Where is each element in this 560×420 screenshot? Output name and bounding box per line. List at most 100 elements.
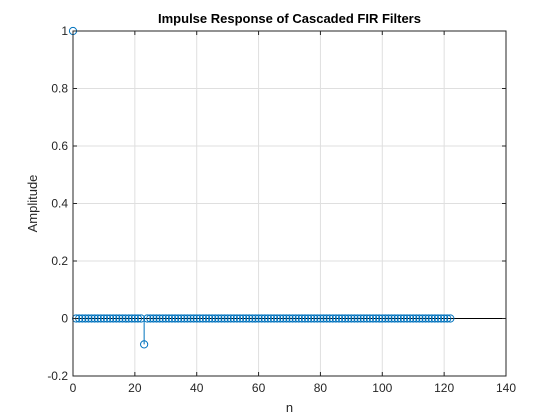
stem-marker bbox=[242, 314, 251, 323]
stem-marker bbox=[130, 314, 139, 323]
stem-marker bbox=[251, 314, 260, 323]
y-tick-label: 0.2 bbox=[51, 254, 68, 268]
stem-marker bbox=[201, 314, 211, 323]
stem-marker bbox=[266, 314, 276, 323]
stem-marker bbox=[319, 314, 328, 323]
stem-marker bbox=[384, 314, 393, 323]
y-tick-label: 0.8 bbox=[51, 82, 68, 96]
stem-marker bbox=[84, 314, 93, 323]
stem-marker bbox=[375, 314, 384, 323]
stem-marker bbox=[368, 314, 378, 323]
stem-marker bbox=[418, 314, 427, 323]
stem-marker bbox=[406, 314, 415, 323]
stem-marker bbox=[93, 314, 102, 323]
stem-marker bbox=[239, 314, 248, 323]
stem-marker bbox=[112, 314, 121, 323]
stem-marker bbox=[288, 314, 297, 323]
stem-marker bbox=[269, 314, 279, 323]
stem-marker bbox=[124, 314, 133, 323]
stem-marker bbox=[359, 314, 368, 323]
stem-marker bbox=[430, 314, 439, 323]
stem-marker bbox=[436, 314, 446, 323]
stem-marker bbox=[285, 314, 294, 323]
stem-marker bbox=[300, 314, 310, 323]
stem-marker bbox=[350, 314, 359, 323]
stem-marker bbox=[421, 314, 430, 323]
stem-marker bbox=[211, 314, 220, 323]
stem-marker bbox=[362, 314, 371, 323]
stem-marker bbox=[195, 314, 204, 323]
stem-marker bbox=[217, 314, 226, 323]
stem-marker bbox=[396, 314, 405, 323]
stem-marker bbox=[245, 314, 254, 323]
stem-marker bbox=[409, 314, 418, 323]
stem-marker bbox=[208, 314, 217, 323]
y-axis-label: Amplitude bbox=[25, 175, 40, 233]
stem-marker bbox=[365, 314, 375, 323]
stem-marker bbox=[294, 314, 303, 323]
stem-marker bbox=[146, 314, 155, 323]
stem-marker bbox=[446, 314, 455, 323]
stem-marker bbox=[387, 314, 396, 323]
stem-marker bbox=[102, 314, 112, 323]
x-tick-label: 80 bbox=[314, 381, 328, 395]
stem-marker bbox=[235, 314, 245, 323]
stem-marker bbox=[344, 314, 353, 323]
stem-marker bbox=[174, 314, 183, 323]
stem-marker bbox=[390, 314, 399, 323]
stem-marker bbox=[415, 314, 424, 323]
stem-marker bbox=[257, 314, 266, 323]
stem-marker bbox=[279, 314, 288, 323]
chart-title: Impulse Response of Cascaded FIR Filters bbox=[158, 11, 421, 26]
stem-marker bbox=[341, 314, 350, 323]
stem-marker bbox=[127, 314, 136, 323]
y-tick-label: 0 bbox=[61, 312, 68, 326]
y-tick-label: 1 bbox=[61, 24, 68, 38]
x-tick-label: 40 bbox=[190, 381, 204, 395]
stem-marker bbox=[109, 314, 118, 323]
stem-marker bbox=[186, 314, 195, 323]
stem-marker bbox=[192, 314, 201, 323]
stem-marker bbox=[180, 314, 189, 323]
stem-marker bbox=[307, 314, 316, 323]
stem-marker bbox=[424, 314, 433, 323]
stem-marker bbox=[133, 314, 143, 323]
stem-marker bbox=[263, 314, 272, 323]
stem-marker bbox=[402, 314, 412, 323]
stem-marker bbox=[399, 314, 409, 323]
stem-marker bbox=[232, 314, 242, 323]
stem-marker bbox=[276, 314, 285, 323]
x-tick-label: 20 bbox=[128, 381, 142, 395]
stem-marker bbox=[204, 314, 214, 323]
stem-marker bbox=[152, 314, 161, 323]
stem-marker bbox=[161, 314, 170, 323]
stem-marker bbox=[313, 314, 322, 323]
stem-marker bbox=[87, 314, 96, 323]
stem-marker bbox=[189, 314, 198, 323]
stem-marker bbox=[440, 314, 449, 323]
stem-marker bbox=[254, 314, 263, 323]
stem-marker bbox=[356, 314, 365, 323]
stem-marker bbox=[140, 340, 149, 349]
stem-marker bbox=[433, 314, 443, 323]
stem-marker bbox=[443, 314, 452, 323]
stem-marker bbox=[273, 314, 282, 323]
x-axis-label: n bbox=[286, 400, 293, 415]
stem-marker bbox=[99, 314, 109, 323]
stem-marker bbox=[427, 314, 436, 323]
x-tick-label: 120 bbox=[434, 381, 454, 395]
stem-marker bbox=[183, 314, 192, 323]
stem-marker bbox=[115, 314, 124, 323]
stem-marker bbox=[353, 314, 362, 323]
stem-marker bbox=[303, 314, 313, 323]
stem-marker bbox=[164, 314, 173, 323]
stem-marker bbox=[372, 314, 381, 323]
y-tick-label: 0.4 bbox=[51, 197, 68, 211]
stem-marker bbox=[282, 314, 291, 323]
stem-marker bbox=[310, 314, 319, 323]
stem-marker bbox=[325, 314, 334, 323]
stem-marker bbox=[136, 314, 146, 323]
stem-marker bbox=[229, 314, 238, 323]
